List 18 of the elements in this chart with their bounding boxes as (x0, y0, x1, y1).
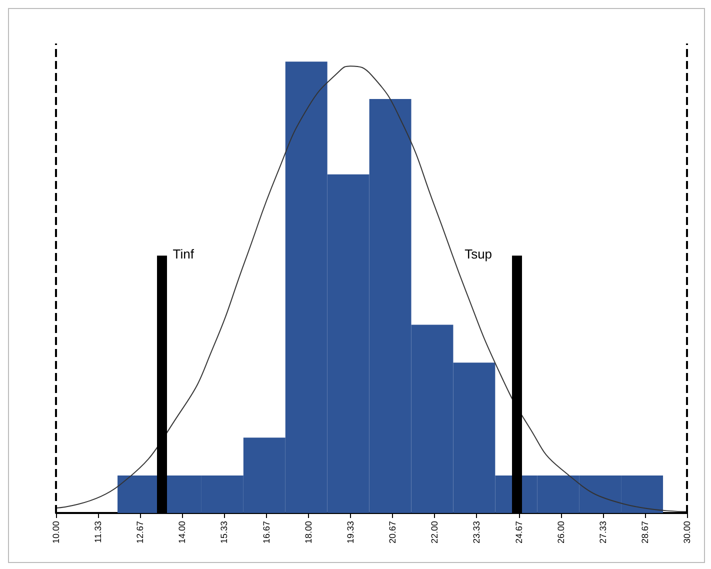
x-tick-label: 24.67 (514, 521, 524, 544)
x-tick-label: 19.33 (345, 521, 356, 544)
x-tick-label: 11.33 (92, 521, 103, 543)
x-tick-label: 15.33 (219, 521, 230, 544)
ref-line-label: Tsup (464, 246, 492, 262)
x-tick-label: 26.00 (556, 521, 566, 544)
x-tick-label: 10.00 (51, 521, 61, 544)
x-tick-label: 12.67 (135, 521, 146, 544)
x-tick-label: 14.00 (177, 521, 188, 544)
x-tick-label: 22.00 (430, 521, 440, 544)
x-tick-label: 18.00 (303, 521, 314, 544)
x-tick-label: 23.33 (472, 521, 482, 544)
x-tick-label: 30.00 (682, 521, 692, 544)
x-tick-label: 28.67 (640, 521, 650, 544)
ref-line-label: Tinf (172, 246, 194, 262)
x-tick-label: 16.67 (261, 521, 272, 544)
x-tick-label: 27.33 (598, 521, 608, 544)
x-tick-label: 20.67 (388, 521, 398, 544)
